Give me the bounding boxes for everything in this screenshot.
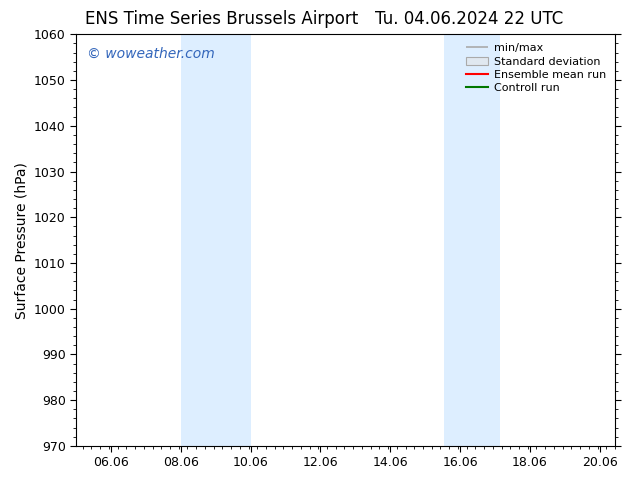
Text: ENS Time Series Brussels Airport: ENS Time Series Brussels Airport [86,10,358,28]
Bar [444,34,500,446]
Legend: min/max, Standard deviation, Ensemble mean run, Controll run: min/max, Standard deviation, Ensemble me… [463,40,609,97]
Text: © woweather.com: © woweather.com [87,47,214,61]
Y-axis label: Surface Pressure (hPa): Surface Pressure (hPa) [14,162,29,318]
Text: Tu. 04.06.2024 22 UTC: Tu. 04.06.2024 22 UTC [375,10,563,28]
Bar [181,34,250,446]
